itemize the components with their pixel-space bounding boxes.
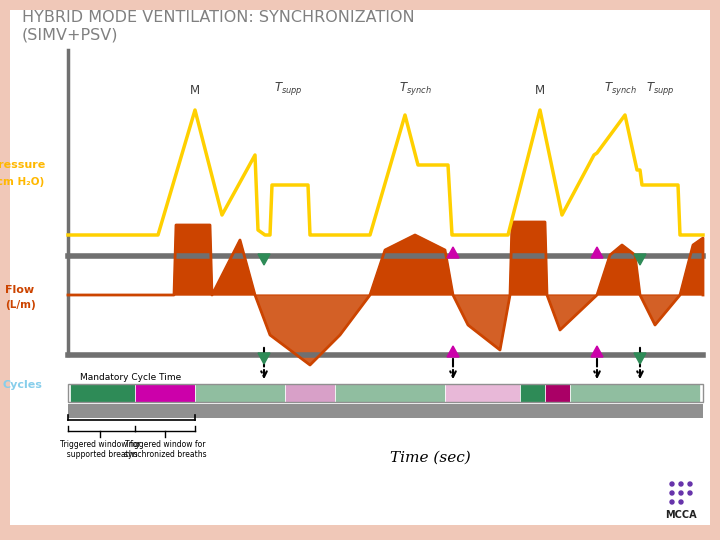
Text: $T_{synch}$: $T_{synch}$ xyxy=(603,80,636,97)
Bar xyxy=(335,384,445,402)
Text: M: M xyxy=(190,84,200,97)
Text: Cycles: Cycles xyxy=(2,380,42,390)
Circle shape xyxy=(679,500,683,504)
Text: $T_{supp}$: $T_{supp}$ xyxy=(646,80,675,97)
Polygon shape xyxy=(634,353,646,364)
Text: Flow: Flow xyxy=(6,285,35,295)
Polygon shape xyxy=(447,346,459,357)
Bar xyxy=(545,384,570,402)
Bar xyxy=(70,384,135,402)
Bar xyxy=(195,384,285,402)
Text: $T_{supp}$: $T_{supp}$ xyxy=(274,80,302,97)
Text: Time (sec): Time (sec) xyxy=(390,451,470,465)
Polygon shape xyxy=(258,353,270,364)
Circle shape xyxy=(688,491,692,495)
Text: Mandatory Cycle Time: Mandatory Cycle Time xyxy=(81,373,181,382)
Circle shape xyxy=(670,491,674,495)
Circle shape xyxy=(670,482,674,486)
Circle shape xyxy=(679,491,683,495)
Text: Pressure: Pressure xyxy=(0,160,45,170)
Polygon shape xyxy=(591,346,603,357)
Text: HYBRID MODE VENTILATION: SYNCHRONIZATION: HYBRID MODE VENTILATION: SYNCHRONIZATION xyxy=(22,10,415,25)
Polygon shape xyxy=(447,247,459,258)
Polygon shape xyxy=(634,254,646,265)
Bar xyxy=(68,404,703,418)
Text: (SIMV+PSV): (SIMV+PSV) xyxy=(22,28,119,43)
Bar xyxy=(445,384,520,402)
Text: MCCA: MCCA xyxy=(665,510,697,520)
Polygon shape xyxy=(591,247,603,258)
Circle shape xyxy=(670,500,674,504)
Text: $T_{synch}$: $T_{synch}$ xyxy=(399,80,431,97)
Text: (cm H₂O): (cm H₂O) xyxy=(0,177,44,187)
Circle shape xyxy=(688,482,692,486)
Bar xyxy=(68,384,703,402)
Text: (L/m): (L/m) xyxy=(4,300,35,310)
Bar xyxy=(135,384,195,402)
Bar xyxy=(285,384,335,402)
Text: Triggered window for
synchronized breaths: Triggered window for synchronized breath… xyxy=(124,440,207,460)
Text: M: M xyxy=(535,84,545,97)
Circle shape xyxy=(679,482,683,486)
Polygon shape xyxy=(258,254,270,265)
Bar xyxy=(520,384,545,402)
Bar xyxy=(570,384,700,402)
Text: Triggered window for
  supported breaths: Triggered window for supported breaths xyxy=(60,440,140,460)
